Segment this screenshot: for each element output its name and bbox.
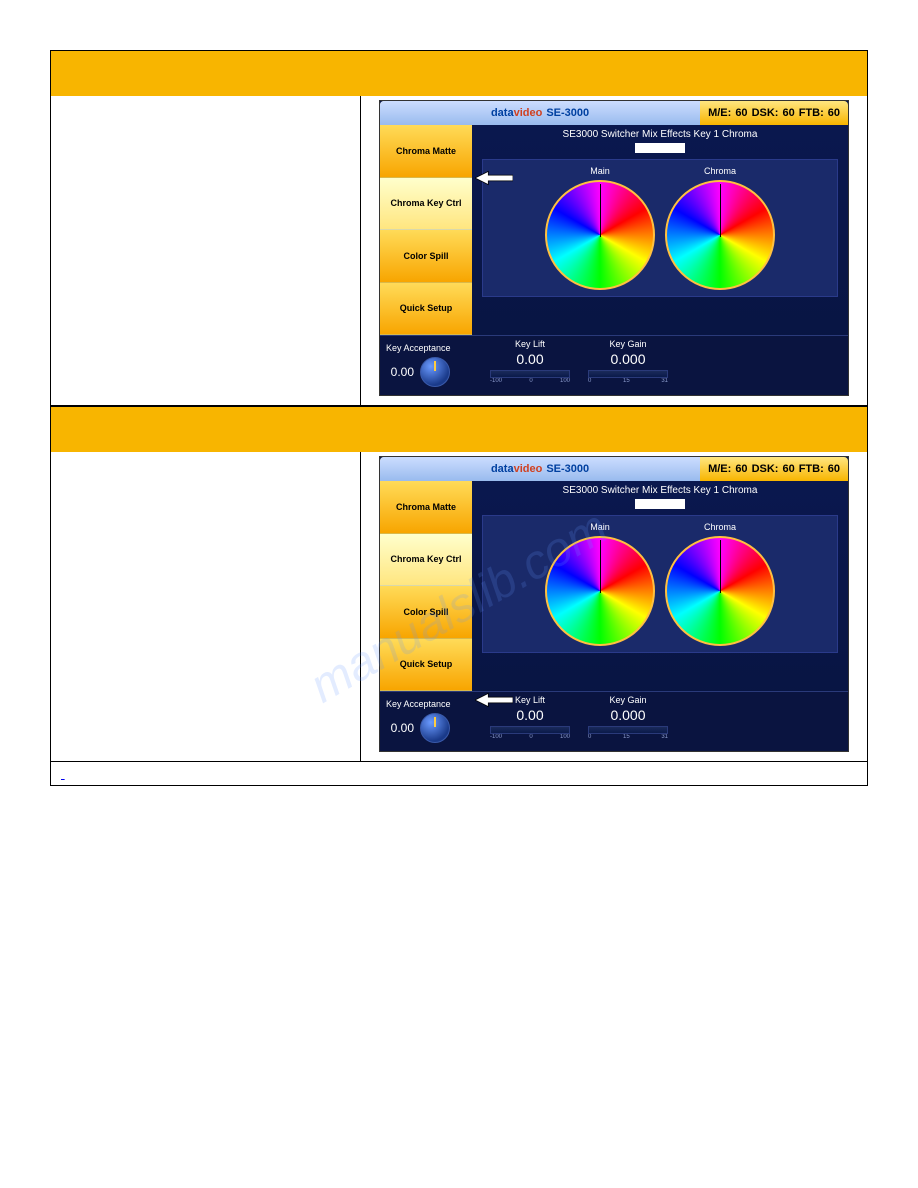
color-wheel-chroma[interactable] [665,180,775,290]
dsk-label: DSK: [752,107,779,119]
right-column-2: datavideo SE-3000 M/E: 60 DSK: 60 FTB: 6… [361,452,867,761]
ftb-value: 60 [828,107,840,119]
wheel-label-chroma-2: Chroma [665,522,775,532]
sidebar-item-chroma-matte-2[interactable]: Chroma Matte [380,481,472,534]
brand-prefix-2: data [491,463,514,475]
key-lift-label-2: Key Lift [515,695,545,705]
key-gain-value-2: 0.000 [610,707,645,723]
key-lift-ticks-2: -100 0 100 [490,734,570,740]
model: SE-3000 [546,107,589,119]
key-gain-ticks-2: 0 15 31 [588,734,668,740]
dsk-value-2: 60 [782,463,794,475]
sidebar-item-chroma-key-ctrl[interactable]: Chroma Key Ctrl [380,178,472,231]
sidebar-item-color-spill[interactable]: Color Spill [380,230,472,283]
sidebar-2: Chroma Matte Chroma Key Ctrl Color Spill… [380,481,472,691]
switcher-ui-2: datavideo SE-3000 M/E: 60 DSK: 60 FTB: 6… [379,456,849,752]
top-bar: datavideo SE-3000 M/E: 60 DSK: 60 FTB: 6… [380,101,848,125]
arrow-1 [475,169,513,187]
right-column-1: datavideo SE-3000 M/E: 60 DSK: 60 FTB: 6… [361,96,867,405]
dsk-value: 60 [782,107,794,119]
key-acceptance-label: Key Acceptance [380,339,472,357]
wheel-label-main: Main [545,166,655,176]
ftb-label-2: FTB: [799,463,824,475]
key-acceptance-label-2: Key Acceptance [380,695,472,713]
key-acceptance-knob[interactable] [420,357,450,387]
me-value: 60 [735,107,747,119]
key-acceptance-value-2: 0.00 [384,721,414,735]
key-gain-section: Key Gain 0.000 0 15 31 [588,339,668,384]
sidebar: Chroma Matte Chroma Key Ctrl Color Spill… [380,125,472,335]
key-acceptance-value: 0.00 [384,365,414,379]
key-gain-slider-2[interactable] [588,726,668,734]
color-wheel-main-2[interactable] [545,536,655,646]
dsk-label-2: DSK: [752,463,779,475]
switcher-ui-1: datavideo SE-3000 M/E: 60 DSK: 60 FTB: 6… [379,100,849,396]
row-2: manualslib.com datavideo SE-3000 M/E: 60… [50,452,868,762]
key-lift-section: Key Lift 0.00 -100 0 100 [490,339,570,384]
key-lift-value: 0.00 [516,351,543,367]
key-gain-value: 0.000 [610,351,645,367]
sidebar-item-quick-setup[interactable]: Quick Setup [380,283,472,336]
link-row [50,762,868,786]
key-gain-ticks: 0 15 31 [588,378,668,384]
key-lift-slider-2[interactable] [490,726,570,734]
section-header-1 [50,50,868,96]
content-title: SE3000 Switcher Mix Effects Key 1 Chroma [482,129,838,140]
brand-prefix: data [491,107,514,119]
status-area: M/E: 60 DSK: 60 FTB: 60 [700,101,848,125]
wheel-main: Main [545,166,655,290]
wheel-label-main-2: Main [545,522,655,532]
wheel-main-2: Main [545,522,655,646]
content-box [635,143,685,153]
main-area: Chroma Matte Chroma Key Ctrl Color Spill… [380,125,848,335]
sidebar-item-chroma-matte[interactable]: Chroma Matte [380,125,472,178]
brand-area: datavideo SE-3000 [380,101,700,125]
key-gain-slider[interactable] [588,370,668,378]
ftb-label: FTB: [799,107,824,119]
brand-suffix: video [514,107,543,119]
left-column-2 [51,452,361,761]
key-acceptance-knob-2[interactable] [420,713,450,743]
top-bar-2: datavideo SE-3000 M/E: 60 DSK: 60 FTB: 6… [380,457,848,481]
key-lift-ticks: -100 0 100 [490,378,570,384]
bottom-bar-2: Key Acceptance 0.00 Key Lift 0.00 -100 0… [380,691,848,751]
wheel-label-chroma: Chroma [665,166,775,176]
color-wheel-main[interactable] [545,180,655,290]
arrow-2 [475,691,513,709]
row-1: datavideo SE-3000 M/E: 60 DSK: 60 FTB: 6… [50,96,868,406]
key-gain-label: Key Gain [609,339,646,349]
wheel-chroma: Chroma [665,166,775,290]
left-column-1 [51,96,361,405]
content-title-2: SE3000 Switcher Mix Effects Key 1 Chroma [482,485,838,496]
content-area: SE3000 Switcher Mix Effects Key 1 Chroma… [472,125,848,335]
ftb-value-2: 60 [828,463,840,475]
content-box-2 [635,499,685,509]
key-gain-label-2: Key Gain [609,695,646,705]
wheel-chroma-2: Chroma [665,522,775,646]
me-label-2: M/E: [708,463,731,475]
color-wheels-2: Main Chroma [482,515,838,653]
color-wheel-chroma-2[interactable] [665,536,775,646]
me-value-2: 60 [735,463,747,475]
sidebar-item-color-spill-2[interactable]: Color Spill [380,586,472,639]
section-header-2 [50,406,868,452]
me-label: M/E: [708,107,731,119]
key-lift-value-2: 0.00 [516,707,543,723]
status-area-2: M/E: 60 DSK: 60 FTB: 60 [700,457,848,481]
key-lift-label: Key Lift [515,339,545,349]
model-2: SE-3000 [546,463,589,475]
key-lift-slider[interactable] [490,370,570,378]
bottom-bar: Key Acceptance 0.00 Key Lift 0.00 -100 0… [380,335,848,395]
sidebar-item-chroma-key-ctrl-2[interactable]: Chroma Key Ctrl [380,534,472,587]
sidebar-item-quick-setup-2[interactable]: Quick Setup [380,639,472,692]
brand-suffix-2: video [514,463,543,475]
color-wheels: Main Chroma [482,159,838,297]
key-gain-section-2: Key Gain 0.000 0 15 31 [588,695,668,740]
brand-area-2: datavideo SE-3000 [380,457,700,481]
main-area-2: Chroma Matte Chroma Key Ctrl Color Spill… [380,481,848,691]
content-area-2: SE3000 Switcher Mix Effects Key 1 Chroma… [472,481,848,691]
source-link[interactable] [51,762,75,785]
